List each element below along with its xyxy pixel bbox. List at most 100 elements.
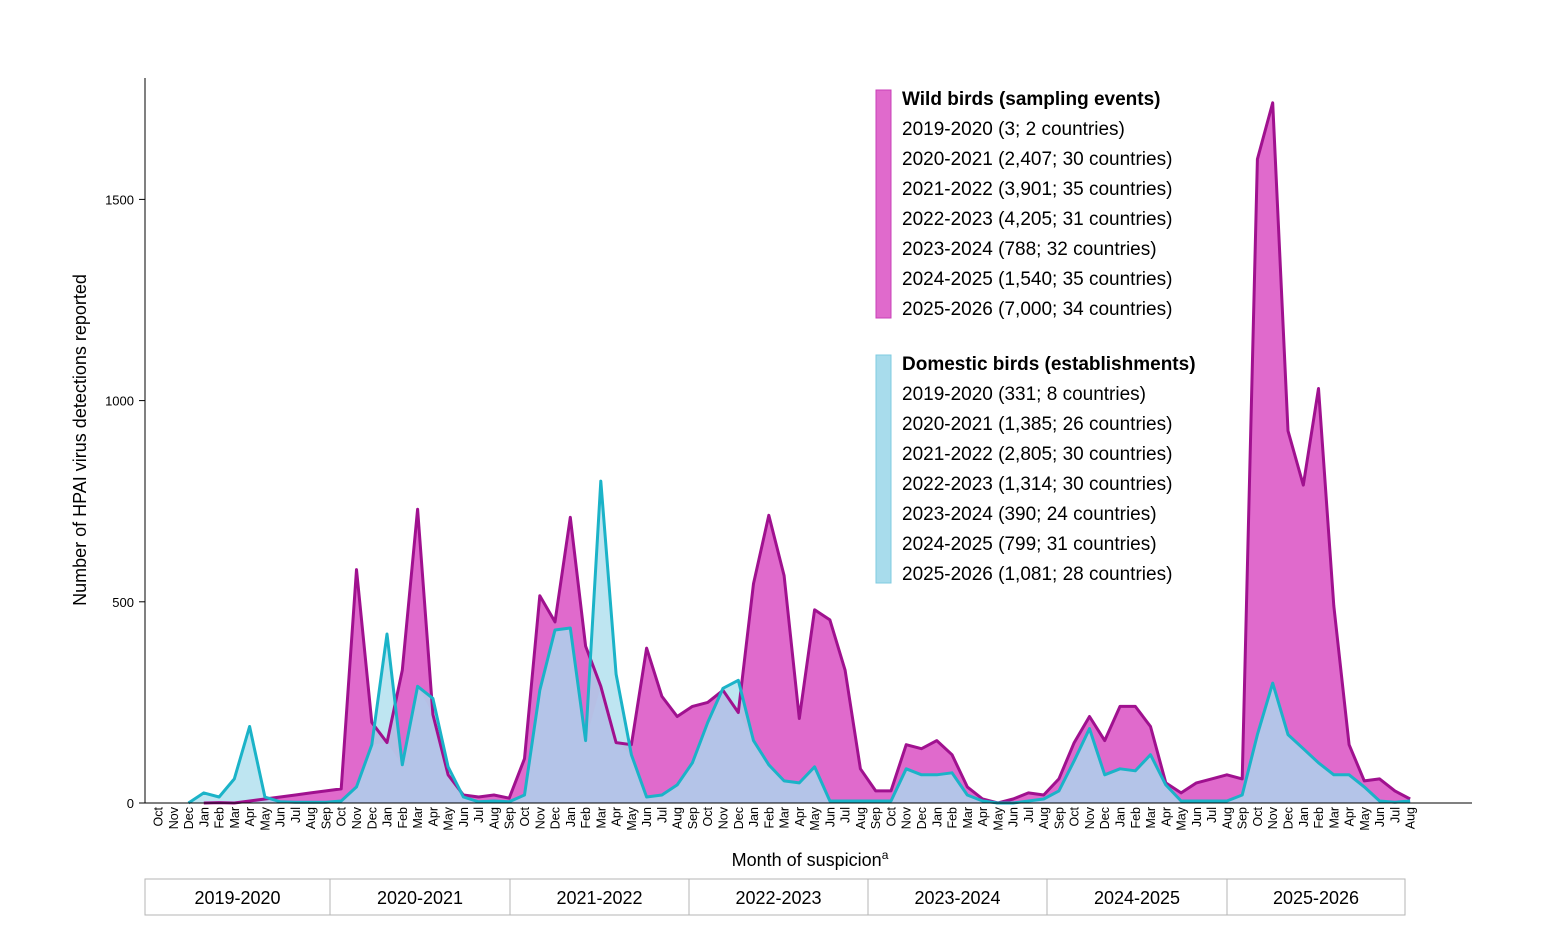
season-label: 2024-2025 [1094, 888, 1180, 908]
x-tick-label: Jun [457, 807, 471, 827]
x-tick-label: Apr [1343, 807, 1357, 826]
x-tick-label: May [442, 806, 456, 830]
x-tick-label: Jan [564, 807, 578, 827]
x-tick-label: Dec [365, 807, 379, 829]
y-ticks: 0 500 1000 1500 [105, 192, 145, 811]
x-tick-label: Apr [1159, 807, 1173, 826]
x-tick-label: Feb [213, 807, 227, 829]
x-tick-label: Jul [1022, 807, 1036, 823]
x-tick-label: Apr [976, 807, 990, 826]
x-tick-label: Oct [1251, 806, 1265, 826]
legend-entry-wild: 2019-2020 (3; 2 countries) [902, 119, 1125, 140]
y-tick-label: 0 [127, 796, 134, 811]
x-tick-label: May [1358, 806, 1372, 830]
x-tick-label: Jun [1007, 807, 1021, 827]
x-tick-label: Oct [1068, 806, 1082, 826]
x-tick-label: Mar [1144, 807, 1158, 829]
legend-swatch-domestic [875, 354, 892, 584]
x-tick-label: Jan [1297, 807, 1311, 827]
season-label: 2022-2023 [735, 888, 821, 908]
x-tick-label: Jul [289, 807, 303, 823]
x-tick-label: May [991, 806, 1005, 830]
legend-entry-domestic: 2024-2025 (799; 31 countries) [902, 534, 1157, 555]
x-tick-label: Mar [778, 807, 792, 829]
x-tick-label: Apr [243, 807, 257, 826]
x-tick-label: Aug [1037, 807, 1051, 829]
overlap-area [203, 628, 1411, 803]
x-tick-label: May [808, 806, 822, 830]
x-tick-label: Jan [1114, 807, 1128, 827]
legend-header-wild: Wild birds (sampling events) [902, 89, 1160, 110]
legend: Wild birds (sampling events) 2019-2020 (3… [875, 89, 1196, 585]
x-tick-label: Sep [503, 807, 517, 829]
x-tick-label: Mar [961, 807, 975, 829]
x-tick-label: Jan [381, 807, 395, 827]
legend-entry-wild: 2021-2022 (3,901; 35 countries) [902, 179, 1172, 200]
chart-areas [187, 101, 1411, 805]
x-tick-label: Jun [640, 807, 654, 827]
x-tick-label: Jan [197, 807, 211, 827]
x-tick-label: Apr [610, 807, 624, 826]
wild-birds-area [203, 102, 1411, 804]
x-tick-label: Nov [900, 806, 914, 829]
x-tick-label: Oct [152, 806, 166, 826]
legend-entry-wild: 2025-2026 (7,000; 34 countries) [902, 299, 1172, 320]
legend-entry-domestic: 2019-2020 (331; 8 countries) [902, 384, 1146, 405]
x-tick-label: Jul [1388, 807, 1402, 823]
legend-entry-wild: 2022-2023 (4,205; 31 countries) [902, 209, 1172, 230]
x-tick-label: Oct [518, 806, 532, 826]
x-tick-label: Mar [411, 807, 425, 829]
season-label: 2021-2022 [556, 888, 642, 908]
x-tick-label: Feb [1129, 807, 1143, 829]
legend-entry-domestic: 2021-2022 (2,805; 30 countries) [902, 444, 1172, 465]
x-tick-label: Aug [1404, 807, 1418, 829]
wild-birds-line [203, 101, 1411, 805]
x-axis-title: Month of suspiciona [732, 848, 889, 870]
x-tick-label: Apr [426, 807, 440, 826]
x-tick-label: Jul [655, 807, 669, 823]
x-tick-label: Nov [167, 806, 181, 829]
season-label: 2025-2026 [1273, 888, 1359, 908]
x-axis-title-superscript: a [882, 848, 889, 862]
x-tick-label: Mar [228, 807, 242, 829]
x-tick-label: Aug [1220, 807, 1234, 829]
x-axis-title-main: Month of suspicion [732, 850, 882, 870]
y-tick-label: 1000 [105, 394, 134, 409]
x-tick-label: Jan [930, 807, 944, 827]
x-tick-label: Feb [946, 807, 960, 829]
x-tick-label: Dec [915, 807, 929, 829]
legend-entry-domestic: 2020-2021 (1,385; 26 countries) [902, 414, 1172, 435]
x-tick-label: Feb [762, 807, 776, 829]
x-tick-label: Jul [472, 807, 486, 823]
x-tick-label: Nov [717, 806, 731, 829]
x-tick-label: Dec [549, 807, 563, 829]
x-tick-label: Oct [335, 806, 349, 826]
x-tick-label: Jun [1190, 807, 1204, 827]
season-table [144, 878, 1406, 916]
x-tick-label: Oct [885, 806, 899, 826]
x-tick-label: Feb [396, 807, 410, 829]
x-tick-label: May [1175, 806, 1189, 830]
x-tick-label: Apr [793, 807, 807, 826]
legend-entry-domestic: 2022-2023 (1,314; 30 countries) [902, 474, 1172, 495]
x-tick-label: Sep [320, 807, 334, 829]
season-label: 2023-2024 [914, 888, 1000, 908]
legend-header-domestic: Domestic birds (establishments) [902, 354, 1196, 375]
x-tick-label: Aug [671, 807, 685, 829]
x-tick-label: Dec [1098, 807, 1112, 829]
y-tick-label: 1500 [105, 192, 134, 207]
legend-entry-domestic: 2023-2024 (390; 24 countries) [902, 504, 1157, 525]
x-tick-label: Feb [1312, 807, 1326, 829]
x-tick-label: Aug [487, 807, 501, 829]
x-tick-label: May [258, 806, 272, 830]
x-tick-label: Jun [274, 807, 288, 827]
chart-axes [144, 78, 1472, 804]
x-tick-label: Sep [869, 807, 883, 829]
legend-entry-domestic: 2025-2026 (1,081; 28 countries) [902, 564, 1172, 585]
x-tick-label: Dec [732, 807, 746, 829]
season-boxes: 2019-2020 2020-2021 2021-2022 2022-2023 2023… [144, 878, 1406, 916]
x-tick-label: Dec [1282, 807, 1296, 829]
domestic-birds-line [187, 479, 1411, 805]
x-tick-label: Sep [1052, 807, 1066, 829]
